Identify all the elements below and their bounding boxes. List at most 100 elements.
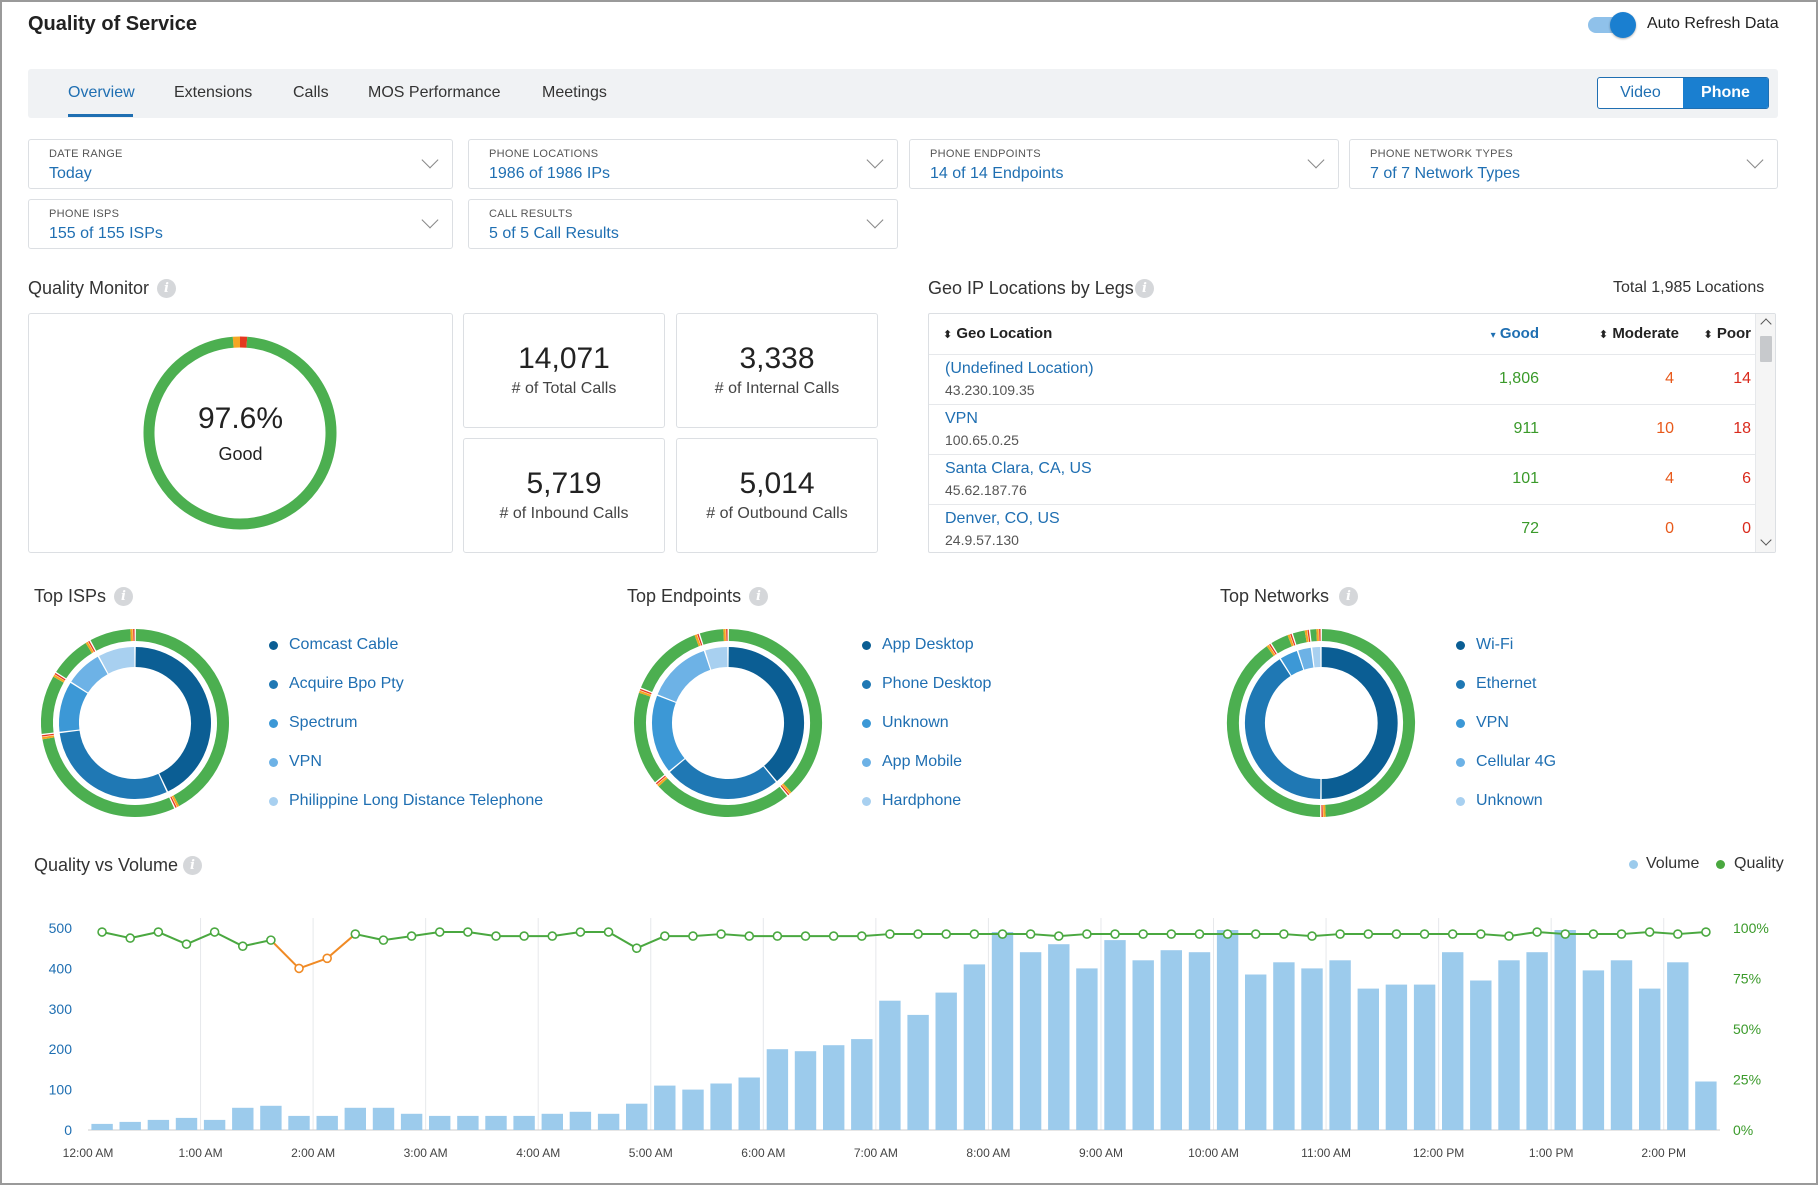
table-row[interactable]: VPN 100.65.0.25 911 10 18 xyxy=(929,404,1755,454)
legend-isp-4[interactable]: VPN xyxy=(289,753,322,770)
volume-bar[interactable] xyxy=(1076,968,1098,1130)
info-icon[interactable]: i xyxy=(157,279,176,298)
volume-bar[interactable] xyxy=(485,1115,507,1130)
quality-point[interactable] xyxy=(1672,929,1683,939)
volume-bar[interactable] xyxy=(794,1051,817,1130)
volume-bar[interactable] xyxy=(597,1113,620,1130)
tab-calls[interactable]: Calls xyxy=(293,84,329,101)
volume-bar[interactable] xyxy=(1582,970,1605,1130)
quality-point[interactable] xyxy=(1250,929,1261,939)
col-moderate[interactable]: ⬍ Moderate xyxy=(1559,314,1679,354)
volume-bar[interactable] xyxy=(738,1077,760,1131)
quality-point[interactable] xyxy=(181,939,192,949)
quality-point[interactable] xyxy=(266,935,276,945)
volume-bar[interactable] xyxy=(175,1117,198,1130)
donut-inner-segment[interactable] xyxy=(99,647,135,674)
quality-point[interactable] xyxy=(800,931,811,941)
info-icon[interactable]: i xyxy=(749,587,768,606)
volume-bar[interactable] xyxy=(1104,940,1126,1130)
quality-point[interactable] xyxy=(1588,929,1599,939)
quality-point[interactable] xyxy=(913,929,923,939)
donut-inner-segment[interactable] xyxy=(1298,647,1314,670)
quality-point[interactable] xyxy=(237,941,248,951)
col-poor[interactable]: ⬍ Poor xyxy=(1679,314,1751,354)
volume-bar[interactable] xyxy=(1329,960,1351,1130)
legend-isp-5[interactable]: Philippine Long Distance Telephone xyxy=(289,792,544,809)
quality-point[interactable] xyxy=(716,929,726,939)
volume-bar[interactable] xyxy=(429,1115,451,1130)
quality-point[interactable] xyxy=(941,929,952,939)
volume-bar[interactable] xyxy=(710,1083,732,1131)
volume-bar[interactable] xyxy=(260,1105,282,1130)
volume-bar[interactable] xyxy=(1216,930,1239,1130)
quality-point[interactable] xyxy=(1419,929,1430,939)
donut-inner-segment[interactable] xyxy=(652,695,685,771)
volume-bar[interactable] xyxy=(1526,952,1548,1130)
volume-bar[interactable] xyxy=(1498,960,1520,1130)
quality-point[interactable] xyxy=(885,929,895,939)
legend-network-2[interactable]: Ethernet xyxy=(1476,675,1537,692)
volume-bar[interactable] xyxy=(147,1119,170,1130)
volume-bar[interactable] xyxy=(766,1049,789,1130)
info-icon[interactable]: i xyxy=(114,587,133,606)
volume-bar[interactable] xyxy=(541,1113,563,1130)
legend-volume[interactable]: Volume xyxy=(1646,855,1700,872)
volume-bar[interactable] xyxy=(119,1121,141,1130)
volume-bar[interactable] xyxy=(457,1115,479,1130)
quality-point[interactable] xyxy=(1335,929,1345,939)
quality-point[interactable] xyxy=(1363,929,1374,939)
col-geo-location[interactable]: ⬍ Geo Location xyxy=(943,314,1052,354)
donut-inner-segment[interactable] xyxy=(669,758,776,799)
quality-point[interactable] xyxy=(1082,929,1092,939)
quality-point[interactable] xyxy=(294,963,304,974)
legend-endpoint-3[interactable]: Unknown xyxy=(882,714,949,731)
table-scrollbar[interactable] xyxy=(1755,314,1775,552)
geo-location-link[interactable]: Denver, CO, US xyxy=(945,510,1060,527)
quality-point[interactable] xyxy=(97,927,107,937)
quality-point[interactable] xyxy=(575,927,586,937)
legend-network-1[interactable]: Wi-Fi xyxy=(1476,636,1514,653)
volume-bar[interactable] xyxy=(232,1107,254,1130)
volume-bar[interactable] xyxy=(316,1115,338,1130)
quality-point[interactable] xyxy=(1222,929,1233,939)
volume-bar[interactable] xyxy=(1385,984,1408,1130)
volume-bar[interactable] xyxy=(203,1119,226,1130)
quality-point[interactable] xyxy=(1307,931,1317,941)
volume-bar[interactable] xyxy=(626,1103,648,1130)
quality-point[interactable] xyxy=(125,933,136,943)
volume-bar[interactable] xyxy=(879,1000,901,1130)
volume-bar[interactable] xyxy=(1132,960,1154,1130)
quality-point[interactable] xyxy=(519,931,529,941)
scroll-up-icon[interactable] xyxy=(1760,318,1772,330)
quality-point[interactable] xyxy=(1053,931,1064,941)
tab-extensions[interactable]: Extensions xyxy=(174,84,253,101)
legend-endpoint-1[interactable]: App Desktop xyxy=(882,636,974,653)
volume-bar[interactable] xyxy=(91,1123,113,1130)
quality-point[interactable] xyxy=(744,931,755,941)
volume-bar[interactable] xyxy=(654,1085,676,1130)
volume-bar[interactable] xyxy=(344,1107,366,1130)
volume-bar[interactable] xyxy=(1188,952,1211,1130)
geo-location-link[interactable]: (Undefined Location) xyxy=(945,360,1094,377)
volume-bar[interactable] xyxy=(823,1045,845,1130)
volume-bar[interactable] xyxy=(1470,980,1492,1131)
quality-point[interactable] xyxy=(1194,929,1205,939)
auto-refresh-toggle[interactable] xyxy=(1588,12,1636,38)
volume-bar[interactable] xyxy=(1357,988,1379,1130)
tab-mos-performance[interactable]: MOS Performance xyxy=(368,84,501,101)
donut-inner-segment[interactable] xyxy=(705,647,728,670)
volume-bar[interactable] xyxy=(1413,984,1436,1130)
geo-location-link[interactable]: Santa Clara, CA, US xyxy=(945,460,1092,477)
filter-phone-endpoints[interactable]: PHONE ENDPOINTS 14 of 14 Endpoints xyxy=(909,139,1339,189)
quality-point[interactable] xyxy=(378,935,389,945)
quality-point[interactable] xyxy=(434,927,445,937)
volume-bar[interactable] xyxy=(1610,960,1633,1130)
info-icon[interactable]: i xyxy=(1135,279,1154,298)
legend-isp-2[interactable]: Acquire Bpo Pty xyxy=(289,675,404,692)
donut-inner-segment[interactable] xyxy=(1245,659,1321,799)
volume-bar[interactable] xyxy=(372,1107,395,1130)
quality-point[interactable] xyxy=(322,953,332,964)
quality-point[interactable] xyxy=(1025,929,1036,939)
filter-phone-locations[interactable]: PHONE LOCATIONS 1986 of 1986 IPs xyxy=(468,139,898,189)
quality-point[interactable] xyxy=(209,927,220,937)
